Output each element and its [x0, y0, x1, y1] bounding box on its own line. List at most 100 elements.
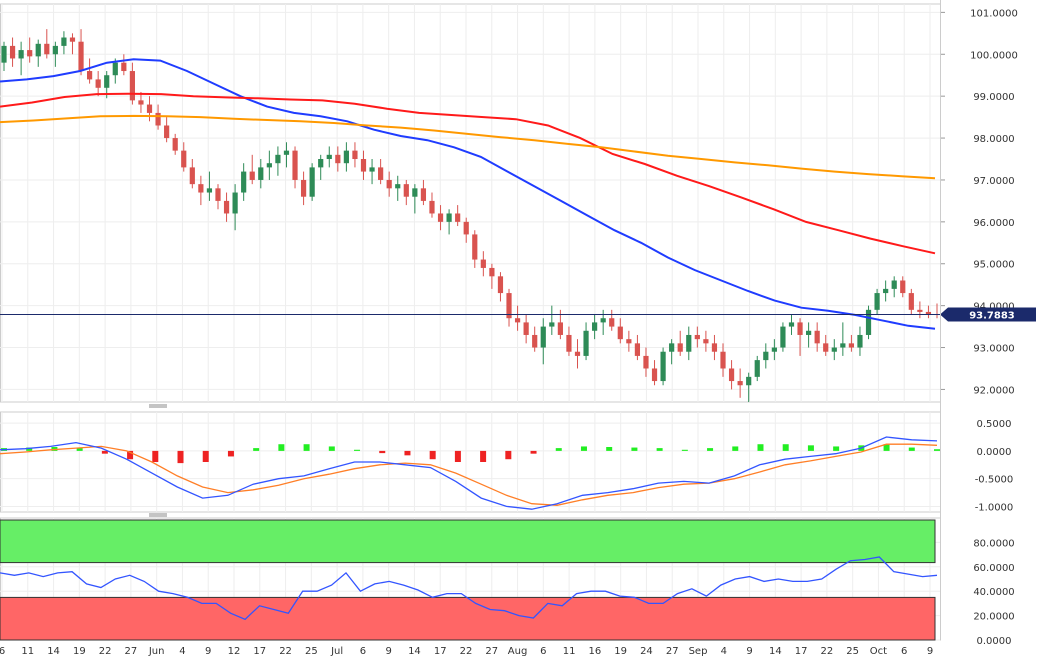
candle [746, 372, 752, 402]
candle-body [275, 154, 281, 164]
candle [386, 171, 392, 197]
macd-histogram-bar [454, 450, 461, 462]
candle [241, 163, 247, 201]
candle-body [737, 381, 743, 386]
candle [61, 31, 67, 55]
candle-body [883, 288, 889, 294]
candle-body [52, 45, 58, 55]
candle [198, 175, 204, 206]
candle-body [574, 351, 581, 356]
candle-body [600, 318, 606, 323]
candle-body [840, 343, 846, 348]
candle [472, 230, 478, 268]
candle [660, 347, 666, 386]
candle [609, 309, 615, 331]
rsi-y-tick-label: 80.0000 [973, 538, 1014, 549]
sma-slow-line [0, 114, 936, 180]
candle [121, 54, 127, 76]
candle [566, 326, 572, 356]
macd-histogram-bar [555, 448, 562, 451]
x-tick-label: Jul [330, 646, 343, 657]
candle-body [9, 45, 16, 59]
candle-body [266, 163, 272, 168]
price-y-tick-label: 96.0000 [973, 218, 1014, 229]
candle-body [583, 330, 589, 356]
macd-histogram-bar [429, 450, 436, 460]
candle [283, 142, 290, 168]
candle-body [164, 125, 170, 139]
candle-body [865, 309, 872, 335]
candle [514, 305, 521, 331]
candle-body [129, 71, 135, 101]
x-tick-label: 6 [540, 646, 546, 657]
macd-histogram-bar [782, 444, 789, 451]
x-tick-label: 24 [640, 646, 653, 657]
candle [711, 334, 718, 361]
candle [814, 322, 820, 352]
candle [463, 217, 469, 243]
macd-histogram-bar [757, 444, 764, 451]
x-tick-label: 22 [99, 646, 112, 657]
candle-body [831, 347, 837, 352]
candle [480, 251, 486, 277]
candle [617, 318, 623, 344]
candle-body [857, 334, 863, 348]
x-tick-label: 22 [460, 646, 473, 657]
candle [258, 159, 264, 189]
rsi-y-tick-label: 20.0000 [973, 612, 1014, 623]
candle [754, 355, 760, 382]
candle-body [61, 37, 67, 46]
candle-body [532, 334, 538, 348]
candle [35, 39, 41, 67]
macd-histogram-bar [227, 450, 234, 457]
candle-body [823, 343, 829, 352]
candle [112, 58, 118, 84]
candle [86, 58, 93, 84]
candle-body [78, 41, 84, 72]
candle-body [651, 368, 658, 382]
candle [369, 159, 375, 185]
candle-body [369, 167, 375, 172]
candle-body [549, 322, 555, 327]
candle-body [660, 351, 666, 382]
candle [900, 276, 906, 298]
x-tick-label: Jun [148, 646, 165, 657]
candle [532, 326, 538, 352]
candle [806, 322, 812, 348]
x-tick-label: 14 [408, 646, 421, 657]
macd-histogram-bar [152, 450, 159, 462]
candle [694, 326, 700, 348]
axes: 6 11 14 19 22 27 Jun 4 9 12 17 22 25 Jul 6 9 14 17 22 27 Aug… [0, 0, 1036, 657]
x-tick-label: Aug [508, 646, 528, 657]
candle [146, 96, 153, 122]
rsi-y-tick-label: 40.0000 [973, 587, 1014, 598]
candle [300, 171, 307, 206]
candle [549, 305, 555, 335]
candle-body [514, 318, 521, 323]
candle [249, 154, 255, 185]
candle [583, 322, 589, 361]
candle [44, 29, 50, 59]
candle-body [326, 154, 332, 160]
candle [1, 41, 7, 72]
candle [797, 318, 803, 356]
price-frame [0, 3, 941, 403]
macd-histogram-bar [127, 450, 134, 460]
candle [9, 37, 16, 67]
candle-body [771, 347, 777, 352]
rsi-y-tick-label: 0.0000 [977, 636, 1012, 647]
candle-body [497, 276, 504, 294]
candle-body [309, 167, 315, 197]
candle-body [69, 37, 76, 42]
candle [27, 37, 33, 63]
x-tick-label: 11 [21, 646, 34, 657]
macd-histogram-bar [328, 446, 335, 451]
x-tick-label: 27 [125, 646, 138, 657]
macd-histogram-bar [833, 446, 840, 451]
x-tick-label: 27 [485, 646, 498, 657]
candle-body [592, 322, 598, 331]
x-tick-label: 14 [769, 646, 782, 657]
oversold-zone [0, 596, 936, 641]
candle [181, 142, 187, 172]
